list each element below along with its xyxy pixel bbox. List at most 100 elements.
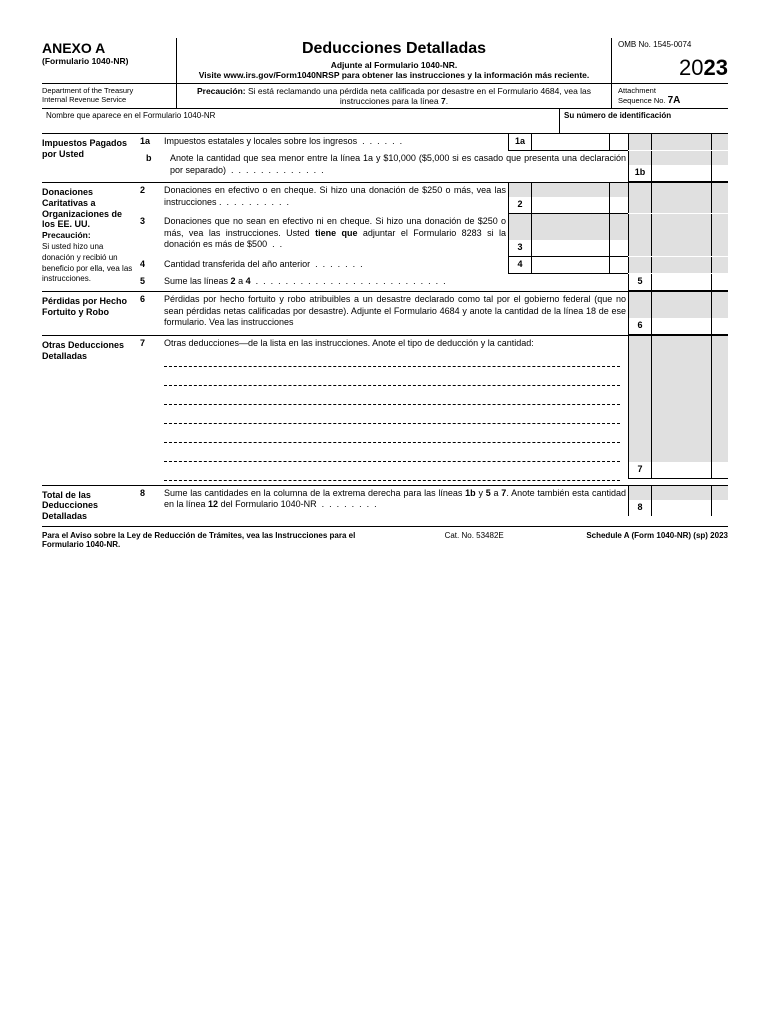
gifts-caution: Si usted hizo una donación y recibió un … bbox=[42, 242, 132, 283]
line-4-text: Cantidad transferida del año anterior . … bbox=[164, 257, 508, 271]
box-8-cents[interactable] bbox=[711, 500, 728, 516]
oshade7a bbox=[651, 336, 711, 462]
gifts-caution-title: Precaución: bbox=[42, 230, 91, 240]
line-1b-num: b bbox=[138, 151, 170, 163]
year-prefix: 20 bbox=[679, 55, 703, 80]
box-1a-cents[interactable] bbox=[609, 134, 628, 150]
outer-shade-1a bbox=[628, 134, 651, 150]
blank-line-3[interactable] bbox=[164, 390, 620, 405]
line-2-text: Donaciones en efectivo o en cheque. Si h… bbox=[164, 183, 508, 208]
box-5-amount[interactable] bbox=[651, 274, 711, 290]
box-5-label: 5 bbox=[628, 274, 651, 290]
oshade7 bbox=[628, 336, 651, 462]
section-other-body: 7 Otras deducciones—de la lista en las i… bbox=[138, 336, 728, 485]
header-second: Department of the Treasury Internal Reve… bbox=[42, 84, 728, 109]
footer-right: Schedule A (Form 1040-NR) (sp) 2023 bbox=[586, 531, 728, 549]
line-1a-text: Impuestos estatales y locales sobre los … bbox=[164, 134, 508, 148]
blank-line-2[interactable] bbox=[164, 371, 620, 386]
oshade6a bbox=[651, 292, 711, 318]
header-left: ANEXO A (Formulario 1040-NR) bbox=[42, 38, 177, 83]
name-label[interactable]: Nombre que aparece en el Formulario 1040… bbox=[42, 109, 559, 133]
oshade6 bbox=[628, 292, 651, 318]
oshade3a bbox=[651, 214, 711, 256]
box-2-cents[interactable] bbox=[609, 197, 628, 213]
line-3-text: Donaciones que no sean en efectivo ni en… bbox=[164, 214, 508, 251]
shade3ta bbox=[531, 214, 609, 240]
box-3-cents[interactable] bbox=[609, 240, 628, 256]
shade-1b-top bbox=[628, 151, 651, 165]
box-7-label: 7 bbox=[628, 462, 651, 478]
oshade6c bbox=[711, 292, 728, 318]
oshade2c bbox=[711, 183, 728, 213]
line-6-text: Pérdidas por hecho fortuito y robo atrib… bbox=[164, 292, 628, 329]
oshade8 bbox=[628, 486, 651, 500]
box-6-cents[interactable] bbox=[711, 318, 728, 334]
footer-left: Para el Aviso sobre la Ley de Reducción … bbox=[42, 531, 362, 549]
shade3tc bbox=[609, 214, 628, 240]
blank-line-4[interactable] bbox=[164, 409, 620, 424]
header-center: Deducciones Detalladas Adjunte al Formul… bbox=[177, 38, 611, 83]
box-7-cents[interactable] bbox=[711, 462, 728, 478]
line-1b-text: Anote la cantidad que sea menor entre la… bbox=[170, 151, 628, 176]
section-taxes-body: 1a Impuestos estatales y locales sobre l… bbox=[138, 134, 728, 182]
section-taxes: Impuestos Pagados por Usted 1a Impuestos… bbox=[42, 134, 728, 183]
blank-line-6[interactable] bbox=[164, 447, 620, 462]
box-8-amount[interactable] bbox=[651, 500, 711, 516]
line-5-num: 5 bbox=[138, 274, 164, 286]
blank-line-7[interactable] bbox=[164, 466, 620, 481]
box-7-amount[interactable] bbox=[651, 462, 711, 478]
oshade4a bbox=[651, 257, 711, 273]
box-1b-amount[interactable] bbox=[651, 165, 711, 181]
outer-shade-1a-c bbox=[711, 134, 728, 150]
form-subtitle: (Formulario 1040-NR) bbox=[42, 56, 172, 66]
box-4-cents[interactable] bbox=[609, 257, 628, 273]
main-title: Deducciones Detalladas bbox=[183, 40, 605, 58]
oshade8c bbox=[711, 486, 728, 500]
footer: Para el Aviso sobre la Ley de Reducción … bbox=[42, 527, 728, 549]
section-total: Total de las Deducciones Detalladas 8 Su… bbox=[42, 486, 728, 527]
box-1a-amount[interactable] bbox=[531, 134, 609, 150]
line-2-num: 2 bbox=[138, 183, 164, 195]
outer-shade-1a-amt bbox=[651, 134, 711, 150]
section-total-label: Total de las Deducciones Detalladas bbox=[42, 486, 138, 526]
attach-text: Adjunte al Formulario 1040-NR. bbox=[183, 60, 605, 70]
box-2-label: 2 bbox=[508, 197, 531, 213]
oshade2 bbox=[628, 183, 651, 213]
header-right: OMB No. 1545-0074 2023 bbox=[611, 38, 728, 83]
box-1a-label: 1a bbox=[508, 134, 531, 150]
name-row: Nombre que aparece en el Formulario 1040… bbox=[42, 109, 728, 134]
section-gifts: Donaciones Caritativas a Organizaciones … bbox=[42, 183, 728, 292]
section-gifts-label: Donaciones Caritativas a Organizaciones … bbox=[42, 183, 138, 291]
box-3-amount[interactable] bbox=[531, 240, 609, 256]
box-4-label: 4 bbox=[508, 257, 531, 273]
section-casualty: Pérdidas por Hecho Fortuito y Robo 6 Pér… bbox=[42, 292, 728, 336]
section-taxes-label: Impuestos Pagados por Usted bbox=[42, 134, 138, 182]
oshade8a bbox=[651, 486, 711, 500]
blank-line-1[interactable] bbox=[164, 352, 620, 367]
line-7-text: Otras deducciones—de la lista en las ins… bbox=[164, 336, 628, 485]
footer-center: Cat. No. 53482E bbox=[445, 531, 504, 549]
box-6-amount[interactable] bbox=[651, 318, 711, 334]
section-other-label: Otras Deducciones Detalladas bbox=[42, 336, 138, 485]
precaution-text: Precaución: Si está reclamando una pérdi… bbox=[177, 84, 611, 108]
box-4-amount[interactable] bbox=[531, 257, 609, 273]
line-1a-num: 1a bbox=[138, 134, 164, 146]
box-1b-cents[interactable] bbox=[711, 165, 728, 181]
omb-number: OMB No. 1545-0074 bbox=[618, 40, 728, 49]
line-8-text: Sume las cantidades en la columna de la … bbox=[164, 486, 628, 511]
year-bold: 23 bbox=[704, 55, 728, 80]
box-5-cents[interactable] bbox=[711, 274, 728, 290]
shade2ta bbox=[531, 183, 609, 197]
oshade7c bbox=[711, 336, 728, 462]
box-2-amount[interactable] bbox=[531, 197, 609, 213]
section-total-body: 8 Sume las cantidades en la columna de l… bbox=[138, 486, 728, 526]
line-8-num: 8 bbox=[138, 486, 164, 498]
blank-line-5[interactable] bbox=[164, 428, 620, 443]
id-label[interactable]: Su número de identificación bbox=[559, 109, 728, 133]
section-casualty-label: Pérdidas por Hecho Fortuito y Robo bbox=[42, 292, 138, 335]
line-4-num: 4 bbox=[138, 257, 164, 269]
section-other: Otras Deducciones Detalladas 7 Otras ded… bbox=[42, 336, 728, 486]
attach-seq: AttachmentSequence No. 7A bbox=[611, 84, 728, 108]
oshade2a bbox=[651, 183, 711, 213]
line-5-text: Sume las líneas 2 a 4 . . . . . . . . . … bbox=[164, 274, 628, 288]
